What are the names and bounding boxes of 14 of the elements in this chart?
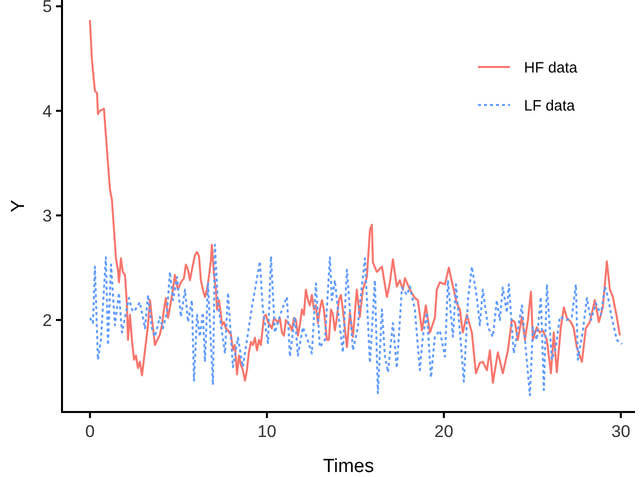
- legend-label: LF data: [524, 97, 576, 114]
- line-series: [88, 20, 621, 384]
- x-tick-label: 0: [85, 422, 95, 441]
- y-axis-title: Y: [8, 199, 29, 212]
- y-tick-label: 5: [42, 0, 52, 16]
- x-axis-title: Times: [322, 456, 374, 477]
- legend-label: HF data: [524, 59, 578, 76]
- x-tick-label: 20: [434, 422, 454, 441]
- x-tick-label: 10: [257, 422, 276, 441]
- y-tick-label: 3: [42, 206, 52, 226]
- line-series: [88, 244, 623, 396]
- y-tick-label: 2: [42, 310, 52, 330]
- y-tick-label: 4: [42, 102, 52, 121]
- x-tick-label: 30: [611, 422, 630, 441]
